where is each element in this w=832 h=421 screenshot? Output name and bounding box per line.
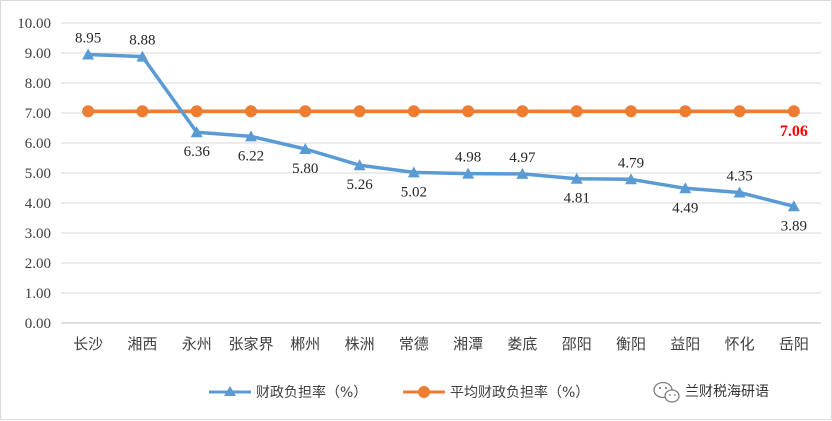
y-axis: 0.00 1.00 2.00 3.00 4.00 5.00 6.00 7.00 8.00 9.00…: [17, 16, 51, 332]
y-tick-label: 9.00: [25, 46, 51, 62]
x-tick-label: 株洲: [345, 335, 375, 353]
y-tick-label: 3.00: [25, 226, 51, 242]
burden-point: [516, 167, 529, 179]
burden-point: [462, 167, 475, 179]
burden-point: [190, 126, 203, 138]
x-tick-label: 郴州: [290, 335, 320, 353]
burden-point: [299, 143, 312, 154]
average-data-label: 7.06: [780, 123, 808, 140]
x-tick-label: 岳阳: [779, 335, 809, 353]
x-tick-label: 湘西: [127, 335, 157, 353]
y-tick-label: 7.00: [25, 106, 51, 122]
average-point: [516, 105, 529, 118]
burden-data-label: 4.81: [564, 191, 590, 207]
wechat-icon: [653, 381, 680, 403]
burden-data-label: 8.95: [75, 31, 101, 47]
watermark-text: 兰财税海研语: [685, 384, 769, 400]
x-axis: 长沙 湘西 永州 张家界 郴州 株洲 常德 湘潭 娄底 邵阳 衡阳 益阳 怀化 岳阳: [61, 322, 821, 353]
x-tick-label: 湘潭: [453, 335, 483, 353]
y-tick-label: 5.00: [25, 166, 51, 182]
burden-data-label: 4.97: [509, 150, 536, 166]
legend-label-burden: 财政负担率（%）: [256, 384, 367, 401]
series-layer: [82, 48, 800, 212]
legend-triangle-marker: [224, 386, 236, 396]
burden-data-label: 4.98: [455, 150, 481, 166]
burden-data-label: 4.49: [672, 200, 698, 216]
legend-circle-marker: [418, 386, 430, 398]
series-line-burden: [88, 52, 795, 208]
x-tick-label: 长沙: [73, 335, 103, 353]
y-tick-label: 2.00: [25, 256, 51, 272]
burden-point: [733, 186, 746, 198]
average-point: [733, 105, 746, 118]
legend-label-average: 平均财政负担率（%）: [450, 384, 589, 401]
x-tick-label: 邵阳: [562, 335, 592, 353]
average-point: [462, 105, 475, 118]
average-point: [82, 105, 95, 118]
x-tick-label: 常德: [399, 335, 429, 353]
average-point: [570, 105, 583, 118]
average-point: [190, 105, 203, 118]
burden-data-label: 4.79: [618, 155, 644, 171]
gridlines: [61, 22, 821, 294]
burden-data-label: 8.88: [129, 33, 155, 49]
data-labels: 8.95 8.88 6.36 6.22 5.80 5.26 5.02 4.98 4.97 4.81…: [75, 31, 808, 235]
average-point: [353, 105, 366, 118]
watermark: 兰财税海研语: [653, 381, 769, 403]
burden-point: [625, 173, 637, 185]
burden-point: [82, 48, 95, 60]
burden-point: [407, 166, 420, 178]
burden-data-label: 5.02: [401, 184, 427, 200]
burden-data-label: 5.26: [346, 177, 373, 193]
burden-point: [787, 200, 800, 212]
burden-data-label: 3.89: [781, 218, 807, 234]
x-tick-label: 娄底: [507, 335, 537, 353]
burden-data-label: 5.80: [292, 161, 318, 177]
burden-data-label: 6.22: [238, 148, 264, 164]
average-point: [245, 105, 257, 118]
y-tick-label: 10.00: [17, 16, 51, 32]
burden-point: [353, 159, 366, 171]
legend: 财政负担率（%） 平均财政负担率（%）: [209, 384, 589, 401]
y-tick-label: 4.00: [25, 196, 51, 212]
x-tick-label: 张家界: [228, 335, 273, 353]
x-tick-label: 衡阳: [616, 335, 646, 353]
average-point: [136, 105, 149, 118]
y-tick-label: 1.00: [25, 286, 51, 302]
y-tick-label: 6.00: [25, 136, 51, 152]
burden-point: [679, 182, 692, 194]
burden-data-label: 6.36: [184, 144, 211, 160]
burden-point: [136, 50, 149, 62]
burden-data-label: 4.35: [726, 169, 752, 185]
y-tick-label: 0.00: [25, 316, 51, 332]
average-point: [299, 105, 312, 118]
average-point: [787, 105, 800, 118]
x-tick-label: 益阳: [670, 335, 700, 353]
y-tick-label: 8.00: [25, 76, 51, 92]
average-point: [679, 105, 692, 118]
x-tick-label: 怀化: [725, 335, 755, 353]
x-tick-label: 永州: [182, 335, 212, 353]
burden-point: [245, 130, 257, 142]
burden-point: [570, 172, 583, 184]
average-point: [625, 105, 637, 118]
average-point: [407, 105, 420, 118]
